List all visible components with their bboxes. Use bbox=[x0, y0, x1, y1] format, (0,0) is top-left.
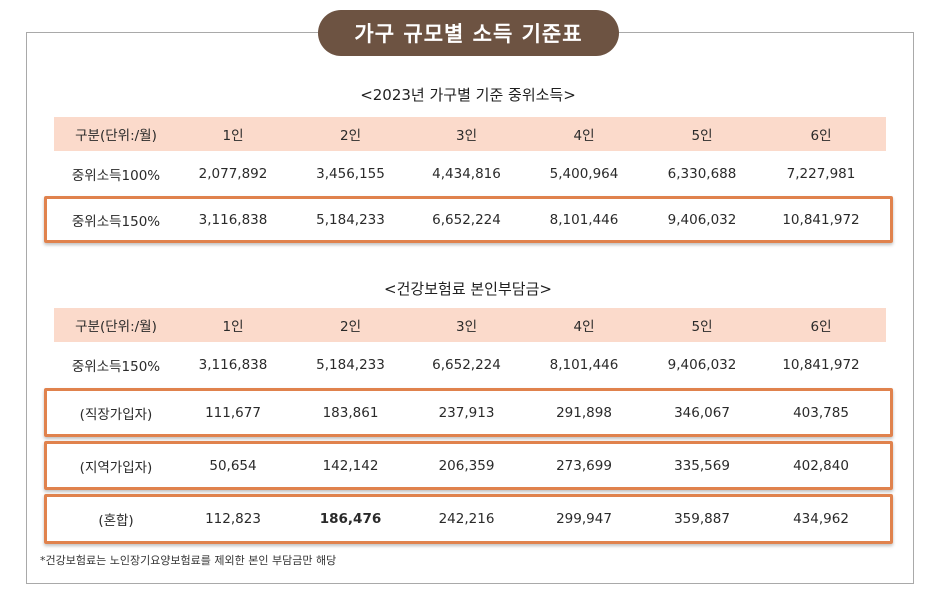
table-cell: 5,184,233 bbox=[316, 357, 385, 373]
table-cell: 335,569 bbox=[674, 457, 730, 474]
table1-header-row: 구분(단위:/월) 1인 2인 3인 4인 5인 6인 bbox=[54, 117, 886, 151]
highlight-box: (직장가입자) 111,677 183,861 237,913 291,898 … bbox=[44, 388, 893, 437]
table-cell: 3,116,838 bbox=[198, 211, 268, 228]
table-cell: 5,400,964 bbox=[549, 166, 619, 182]
table-cell: 142,142 bbox=[322, 457, 379, 474]
table-cell: 6,652,224 bbox=[432, 211, 501, 228]
header-cell: 구분(단위:/월) bbox=[75, 128, 157, 144]
row-label: (직장가입자) bbox=[79, 406, 153, 423]
table-row: (혼합) 112,823 186,476 242,216 299,947 359… bbox=[54, 502, 886, 536]
table-row: (지역가입자) 50,654 142,142 206,359 273,699 3… bbox=[54, 449, 886, 483]
header-cell: 4인 bbox=[573, 319, 595, 335]
row-label: 중위소득100% bbox=[71, 168, 161, 184]
table-cell: 237,913 bbox=[438, 404, 495, 421]
table-cell: 8,101,446 bbox=[549, 357, 619, 373]
table2-header-row: 구분(단위:/월) 1인 2인 3인 4인 5인 6인 bbox=[54, 308, 886, 342]
header-cell: 2인 bbox=[339, 319, 361, 335]
row-label: 중위소득150% bbox=[71, 359, 161, 375]
table-row: 중위소득100% 2,077,892 3,456,155 4,434,816 5… bbox=[54, 157, 886, 191]
table-cell: 186,476 bbox=[319, 511, 382, 527]
header-cell: 5인 bbox=[691, 319, 713, 335]
highlight-box: (혼합) 112,823 186,476 242,216 299,947 359… bbox=[44, 494, 893, 544]
table-cell: 3,456,155 bbox=[316, 166, 385, 182]
table-row: 중위소득150% 3,116,838 5,184,233 6,652,224 8… bbox=[54, 203, 886, 237]
table-cell: 402,840 bbox=[793, 457, 849, 474]
table-cell: 7,227,981 bbox=[786, 166, 856, 182]
table-cell: 291,898 bbox=[556, 404, 612, 421]
table-cell: 112,823 bbox=[205, 511, 261, 527]
table-cell: 242,216 bbox=[438, 511, 495, 527]
header-cell: 2인 bbox=[339, 128, 361, 144]
header-cell: 4인 bbox=[573, 128, 595, 144]
table1-title: <2023년 가구별 기준 중위소득> bbox=[360, 86, 576, 104]
table-cell: 434,962 bbox=[793, 511, 849, 527]
table-cell: 4,434,816 bbox=[432, 166, 501, 182]
table-row: (직장가입자) 111,677 183,861 237,913 291,898 … bbox=[54, 396, 886, 430]
header-cell: 6인 bbox=[810, 128, 832, 144]
header-cell: 1인 bbox=[222, 319, 244, 335]
table-cell: 273,699 bbox=[556, 457, 612, 474]
table-cell: 6,652,224 bbox=[432, 357, 501, 373]
table-cell: 111,677 bbox=[205, 404, 261, 421]
table-cell: 346,067 bbox=[674, 404, 730, 421]
table-cell: 183,861 bbox=[322, 404, 379, 421]
row-label: 중위소득150% bbox=[71, 213, 161, 230]
header-cell: 5인 bbox=[691, 128, 713, 144]
table-cell: 9,406,032 bbox=[667, 357, 737, 373]
table-cell: 50,654 bbox=[209, 457, 257, 474]
table2-title: <건강보험료 본인부담금> bbox=[384, 280, 552, 298]
row-label: (혼합) bbox=[98, 513, 134, 529]
table-cell: 5,184,233 bbox=[316, 211, 385, 228]
table-cell: 3,116,838 bbox=[198, 357, 268, 373]
row-label: (지역가입자) bbox=[79, 459, 153, 476]
table-cell: 206,359 bbox=[438, 457, 495, 474]
highlight-box: 중위소득150% 3,116,838 5,184,233 6,652,224 8… bbox=[44, 196, 893, 243]
footnote: *건강보험료는 노인장기요양보험료를 제외한 본인 부담금만 해당 bbox=[40, 554, 337, 567]
header-cell: 3인 bbox=[455, 128, 477, 144]
highlight-box: (지역가입자) 50,654 142,142 206,359 273,699 3… bbox=[44, 441, 893, 490]
table-row: 중위소득150% 3,116,838 5,184,233 6,652,224 8… bbox=[54, 348, 886, 382]
table-cell: 8,101,446 bbox=[549, 211, 619, 228]
table-cell: 403,785 bbox=[793, 404, 849, 421]
header-cell: 6인 bbox=[810, 319, 832, 335]
page-title: 가구 규모별 소득 기준표 bbox=[318, 10, 619, 56]
table-cell: 2,077,892 bbox=[198, 166, 268, 182]
table-cell: 10,841,972 bbox=[782, 357, 860, 373]
header-cell: 3인 bbox=[455, 319, 477, 335]
table-cell: 359,887 bbox=[674, 511, 730, 527]
table-cell: 299,947 bbox=[556, 511, 612, 527]
table-cell: 10,841,972 bbox=[782, 211, 860, 228]
table-cell: 6,330,688 bbox=[667, 166, 737, 182]
header-cell: 구분(단위:/월) bbox=[75, 319, 157, 335]
table-cell: 9,406,032 bbox=[667, 211, 737, 228]
header-cell: 1인 bbox=[222, 128, 244, 144]
